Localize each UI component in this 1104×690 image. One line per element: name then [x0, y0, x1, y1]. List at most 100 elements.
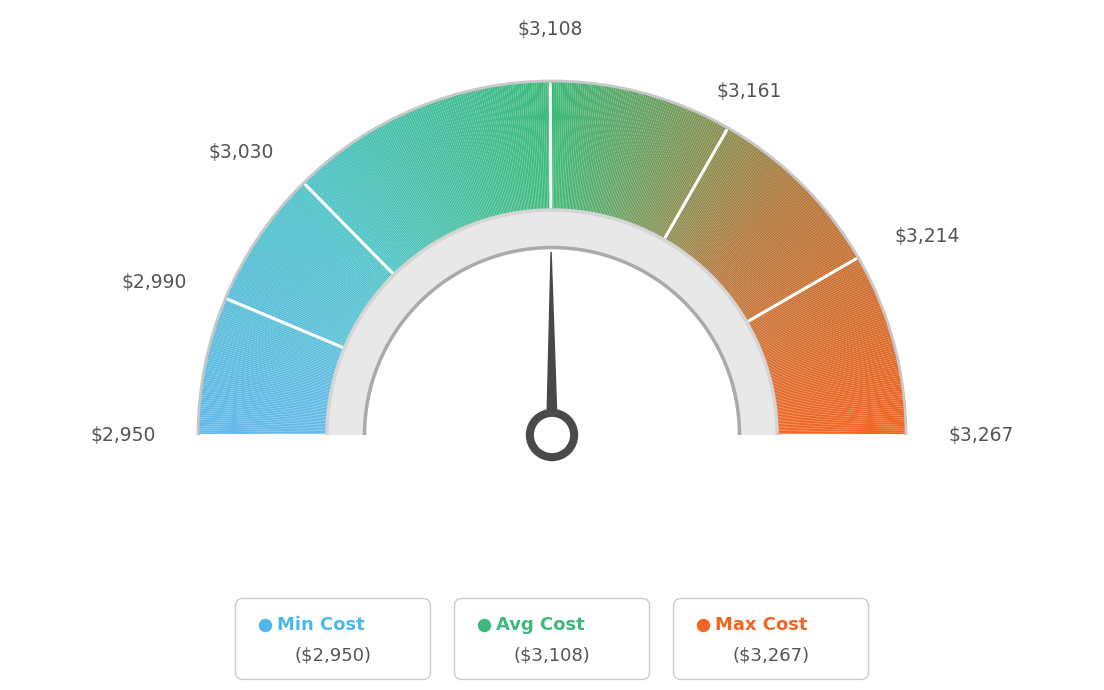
Wedge shape	[716, 193, 811, 282]
Wedge shape	[309, 175, 399, 271]
Wedge shape	[747, 261, 861, 326]
Wedge shape	[293, 193, 388, 282]
Wedge shape	[724, 208, 825, 292]
Wedge shape	[739, 238, 847, 311]
Wedge shape	[647, 114, 703, 231]
Text: $3,030: $3,030	[209, 144, 274, 162]
Wedge shape	[215, 324, 339, 366]
Wedge shape	[210, 341, 336, 376]
Wedge shape	[701, 170, 788, 267]
Wedge shape	[259, 234, 367, 308]
Wedge shape	[337, 152, 416, 257]
Wedge shape	[346, 146, 422, 252]
Wedge shape	[501, 84, 521, 213]
Wedge shape	[774, 375, 901, 398]
Wedge shape	[412, 109, 464, 228]
Wedge shape	[764, 315, 885, 360]
Wedge shape	[601, 90, 631, 216]
Wedge shape	[436, 100, 480, 222]
Wedge shape	[490, 86, 514, 213]
Wedge shape	[319, 166, 405, 265]
Wedge shape	[528, 81, 538, 210]
Wedge shape	[776, 397, 904, 413]
Wedge shape	[202, 382, 330, 402]
Wedge shape	[572, 82, 585, 211]
Wedge shape	[202, 377, 330, 400]
Wedge shape	[567, 82, 578, 210]
Wedge shape	[537, 81, 543, 210]
Wedge shape	[475, 89, 505, 215]
Wedge shape	[641, 110, 694, 229]
Wedge shape	[552, 81, 554, 210]
Wedge shape	[582, 84, 601, 212]
Wedge shape	[198, 433, 327, 435]
Wedge shape	[199, 408, 328, 420]
Wedge shape	[682, 146, 758, 252]
Wedge shape	[241, 264, 354, 328]
Wedge shape	[586, 85, 607, 213]
Wedge shape	[198, 426, 327, 431]
Wedge shape	[543, 81, 548, 210]
Wedge shape	[577, 83, 594, 212]
Wedge shape	[206, 358, 332, 387]
Wedge shape	[296, 190, 390, 280]
Wedge shape	[776, 406, 905, 418]
Wedge shape	[206, 355, 332, 386]
Wedge shape	[670, 134, 740, 244]
Wedge shape	[743, 247, 853, 317]
Wedge shape	[339, 151, 417, 255]
Wedge shape	[331, 157, 413, 259]
Circle shape	[527, 409, 577, 460]
Wedge shape	[566, 81, 576, 210]
Wedge shape	[731, 220, 835, 299]
Wedge shape	[766, 328, 890, 368]
Wedge shape	[335, 154, 415, 257]
Wedge shape	[658, 123, 721, 237]
Wedge shape	[680, 144, 755, 250]
Wedge shape	[677, 141, 751, 249]
Wedge shape	[739, 236, 846, 310]
Wedge shape	[711, 185, 804, 277]
Wedge shape	[523, 82, 535, 210]
Wedge shape	[209, 345, 335, 379]
Wedge shape	[208, 351, 333, 383]
Wedge shape	[645, 113, 701, 231]
Wedge shape	[598, 88, 627, 215]
Wedge shape	[304, 181, 395, 275]
Wedge shape	[246, 255, 359, 322]
Wedge shape	[217, 317, 340, 362]
Wedge shape	[608, 92, 643, 217]
Wedge shape	[660, 125, 724, 239]
Wedge shape	[468, 90, 500, 217]
Wedge shape	[751, 270, 867, 332]
Wedge shape	[367, 132, 435, 244]
Wedge shape	[773, 364, 900, 391]
Wedge shape	[213, 330, 337, 370]
Wedge shape	[728, 215, 830, 296]
Wedge shape	[201, 388, 329, 407]
Wedge shape	[616, 96, 655, 219]
Wedge shape	[199, 404, 328, 417]
Wedge shape	[390, 119, 449, 235]
Wedge shape	[773, 371, 901, 395]
Wedge shape	[763, 313, 885, 359]
Wedge shape	[464, 92, 498, 217]
Wedge shape	[255, 239, 364, 312]
Wedge shape	[403, 113, 459, 231]
Wedge shape	[734, 227, 840, 304]
Wedge shape	[628, 102, 675, 224]
Text: $2,950: $2,950	[91, 426, 156, 444]
Wedge shape	[574, 83, 590, 211]
Wedge shape	[609, 92, 645, 218]
Wedge shape	[506, 83, 523, 212]
Wedge shape	[311, 174, 400, 270]
Wedge shape	[481, 88, 509, 215]
Wedge shape	[569, 82, 581, 210]
Wedge shape	[772, 358, 898, 387]
Wedge shape	[774, 377, 902, 400]
Wedge shape	[718, 196, 815, 284]
Wedge shape	[266, 225, 371, 303]
Wedge shape	[349, 144, 424, 250]
Wedge shape	[199, 415, 328, 424]
Wedge shape	[445, 97, 485, 221]
